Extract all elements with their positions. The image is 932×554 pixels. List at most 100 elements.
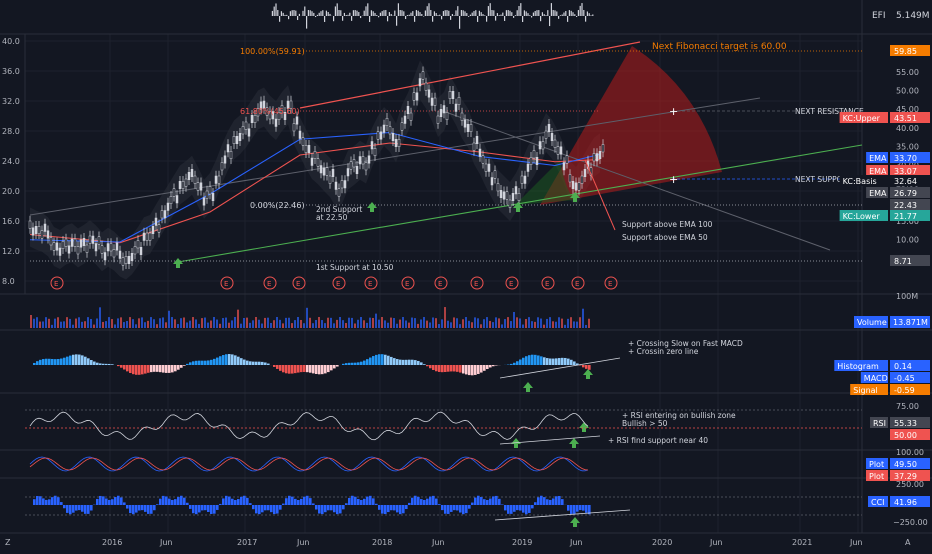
keltner-band <box>30 61 600 280</box>
efi-bar <box>560 15 561 16</box>
efi-bar <box>500 15 501 16</box>
candle-body <box>347 169 349 177</box>
volume-bar <box>153 319 155 328</box>
volume-bar <box>279 320 281 328</box>
efi-bar <box>470 15 471 16</box>
macd-bar <box>63 358 66 365</box>
macd-bar <box>378 354 381 365</box>
efi-value: 5.149M <box>896 11 930 21</box>
efi-bar <box>486 16 487 22</box>
cci-bar <box>438 504 441 505</box>
candle-body <box>122 258 124 266</box>
macd-bar <box>429 365 432 368</box>
cci-bar <box>33 499 36 505</box>
efi-bar <box>488 6 489 16</box>
cci-bar <box>546 499 549 505</box>
volume-bar <box>273 320 275 328</box>
efi-bar <box>527 13 528 16</box>
candle-body <box>503 192 505 200</box>
efi-bar <box>533 13 534 16</box>
cci-bar <box>213 505 216 514</box>
macd-bar <box>363 361 366 365</box>
candle-body <box>467 124 469 132</box>
candle-body <box>164 211 166 219</box>
macd-bar <box>528 355 531 365</box>
macd-bar <box>549 359 552 365</box>
volume-bar <box>453 317 455 328</box>
candle-body <box>491 178 493 186</box>
volume-bar <box>534 322 536 328</box>
efi-bar <box>409 15 410 16</box>
efi-bar <box>554 10 555 16</box>
candle-body <box>410 113 412 121</box>
cci-bar <box>351 496 354 505</box>
cci-bar <box>222 498 225 505</box>
candle-body <box>452 91 454 99</box>
cci-bar <box>168 499 171 505</box>
efi-bar <box>419 12 420 16</box>
volume-bar <box>39 322 41 328</box>
candle-body <box>38 226 40 234</box>
cci-bar <box>210 505 213 514</box>
macd-bar <box>438 365 441 372</box>
candle-body <box>95 244 97 252</box>
cci-bar <box>420 499 423 505</box>
candle-body <box>188 172 190 180</box>
candle-body <box>578 183 580 191</box>
cci-bar <box>231 499 234 505</box>
efi-bar <box>398 3 399 16</box>
right-value: 32.64 <box>894 177 917 186</box>
rsi-mid-value: 50.00 <box>894 431 917 440</box>
candle-body <box>599 151 601 159</box>
candle-body <box>185 179 187 187</box>
macd-bar <box>294 365 297 373</box>
volume-bar <box>72 325 74 328</box>
efi-bar <box>333 16 334 21</box>
stoch-tick: 100.00 <box>896 448 924 457</box>
efi-bar <box>410 13 411 16</box>
macd-bar <box>165 365 168 373</box>
candle-body <box>509 200 511 208</box>
volume-bar <box>117 318 119 328</box>
efi-bar <box>401 10 402 16</box>
macd-bar <box>465 365 468 374</box>
cci-bar <box>219 504 222 505</box>
macd-bar <box>366 359 369 365</box>
volume-bar <box>159 318 161 328</box>
macd-bar <box>426 365 429 366</box>
candle-body <box>146 233 148 241</box>
target-marker-support: + <box>669 173 678 186</box>
volume-bar <box>579 317 581 328</box>
candle-body <box>551 133 553 141</box>
cci-tick-bottom: −250.00 <box>893 518 928 527</box>
timezone-icon[interactable]: Z <box>5 538 11 547</box>
cci-bar <box>312 503 315 505</box>
candle-body <box>359 157 361 165</box>
volume-bar <box>378 320 380 328</box>
efi-bar <box>464 11 465 16</box>
cci-bar <box>111 499 114 505</box>
macd-bar <box>72 355 75 365</box>
volume-bar <box>495 317 497 328</box>
efi-bar <box>378 16 379 17</box>
volume-bar <box>351 318 353 328</box>
cci-bar <box>570 505 573 514</box>
efi-bar <box>380 13 381 16</box>
volume-bar <box>33 319 35 328</box>
volume-bar <box>348 318 350 328</box>
auto-scale-icon[interactable]: A <box>905 538 911 547</box>
macd-bar <box>66 357 69 365</box>
cci-bar <box>357 499 360 505</box>
candle-body <box>44 224 46 232</box>
candle-body <box>380 132 382 140</box>
candle-body <box>542 142 544 150</box>
volume-bar <box>567 319 569 328</box>
efi-bar <box>574 14 575 16</box>
volume-bar <box>402 317 404 328</box>
candle-body <box>236 136 238 144</box>
volume-bar <box>384 320 386 328</box>
volume-bar <box>174 319 176 328</box>
cci-bar <box>501 504 504 505</box>
candle-body <box>251 115 253 123</box>
macd-bar <box>399 360 402 365</box>
